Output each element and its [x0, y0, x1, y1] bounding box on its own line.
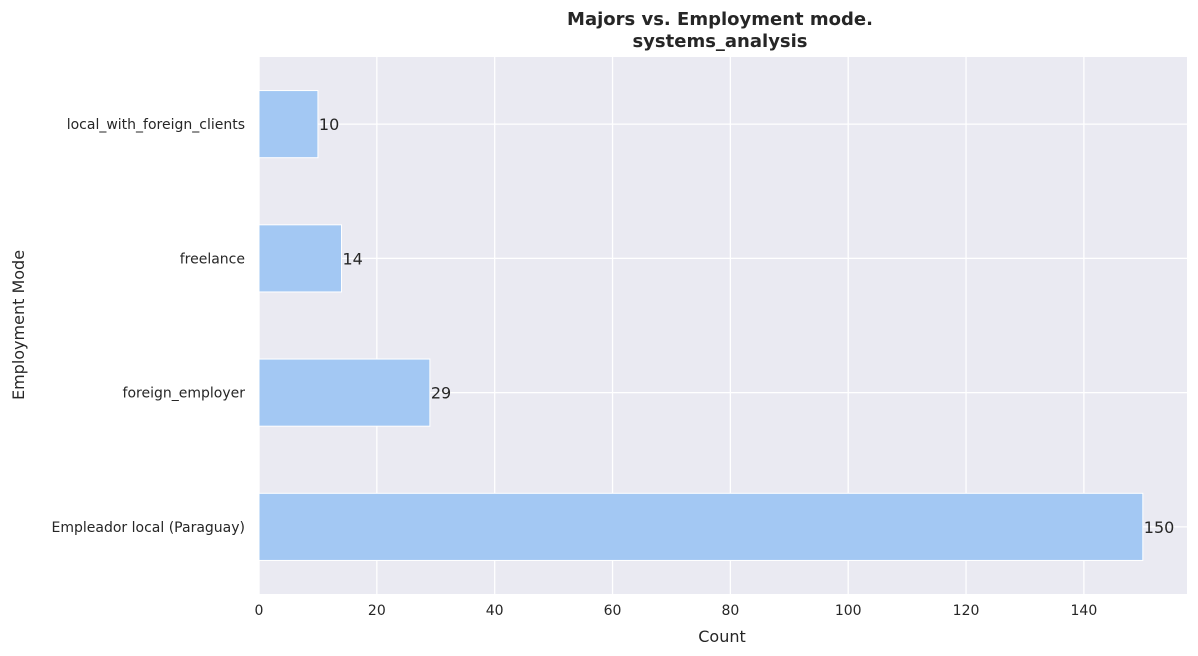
bar-value-label: 150 [1144, 518, 1175, 537]
x-tick-label: 20 [368, 603, 386, 619]
data-labels: 150 29 14 10 [319, 115, 1174, 537]
bar-value-label: 10 [319, 115, 339, 134]
x-tick-label: 80 [721, 603, 739, 619]
x-tick-label: 120 [953, 603, 980, 619]
y-axis-label: Employment Mode [9, 250, 28, 400]
y-tick-label: foreign_employer [123, 386, 246, 402]
bars [258, 90, 1144, 561]
bar-value-label: 14 [342, 249, 362, 268]
y-tick-label: freelance [180, 251, 245, 267]
chart-title-line2: systems_analysis [632, 31, 807, 52]
x-tick-label: 40 [486, 603, 504, 619]
bar [258, 492, 1144, 561]
chart-title-line1: Majors vs. Employment mode. [567, 9, 873, 30]
x-tick-label: 140 [1071, 603, 1098, 619]
x-tick-label: 0 [255, 603, 264, 619]
y-tick-label: local_with_foreign_clients [67, 117, 245, 133]
x-axis-label: Count [698, 627, 746, 646]
x-tick-label: 60 [604, 603, 622, 619]
y-tick-labels: Empleador local (Paraguay) foreign_employ… [52, 117, 246, 536]
bar [258, 90, 319, 159]
y-tick-label: Empleador local (Paraguay) [52, 520, 245, 536]
x-tick-labels: 0 20 40 60 80 100 120 140 [255, 603, 1098, 619]
bar [258, 358, 431, 427]
bar-value-label: 29 [431, 384, 451, 403]
x-tick-label: 100 [835, 603, 862, 619]
bar [258, 224, 342, 293]
